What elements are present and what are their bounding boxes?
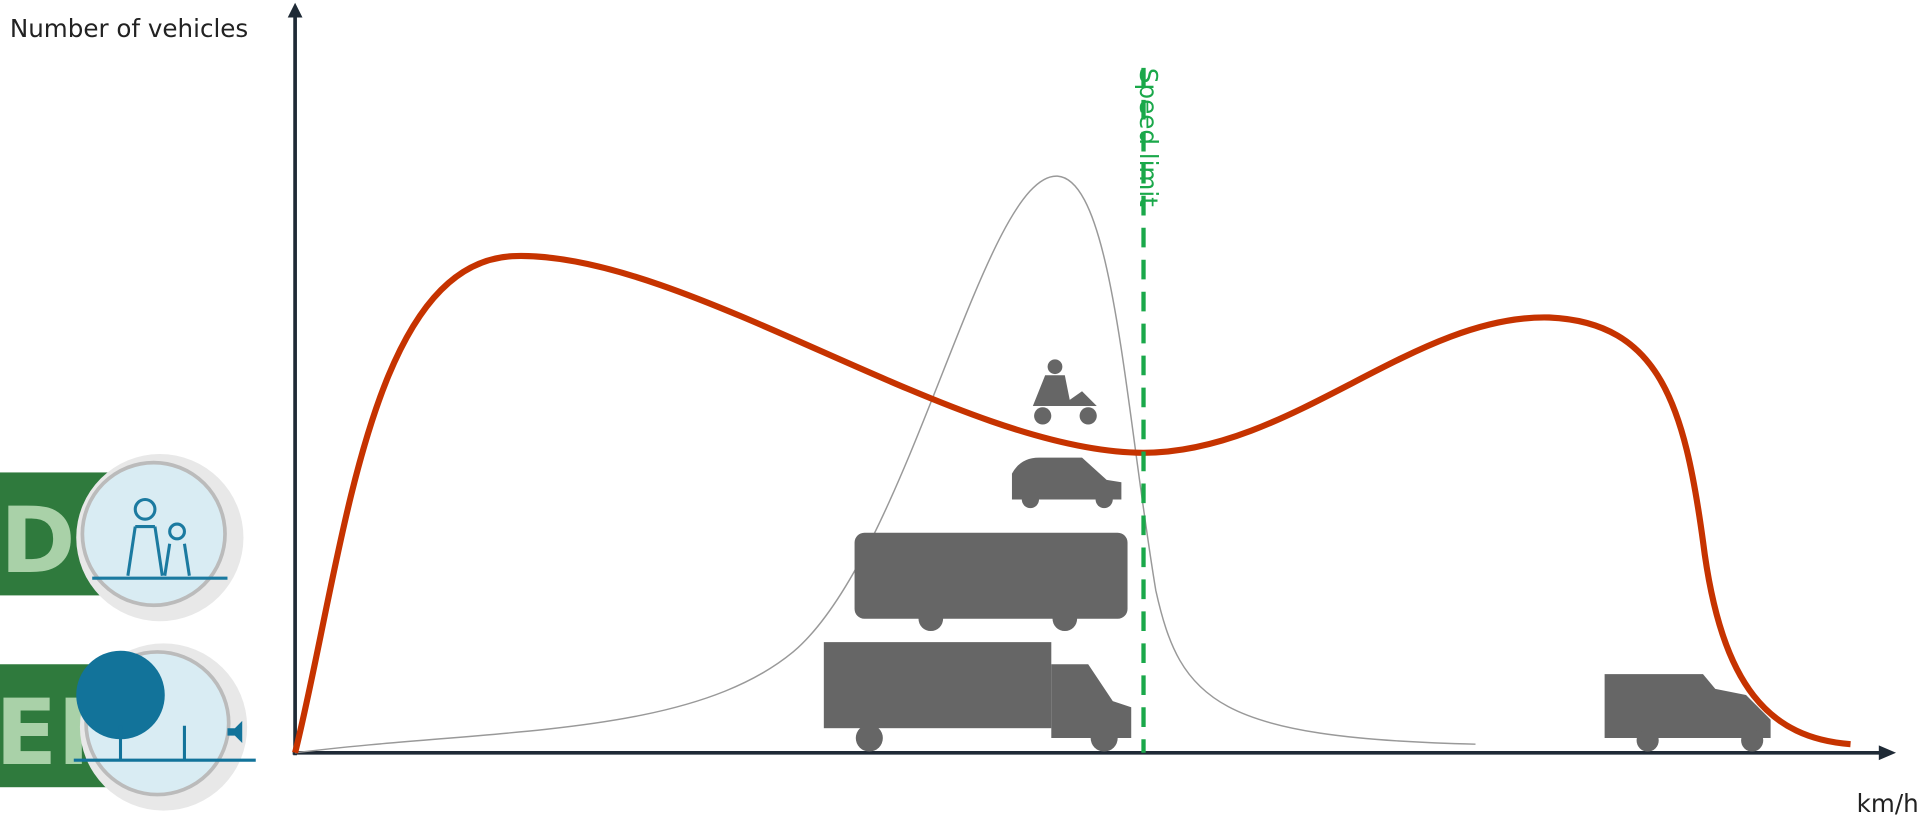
vehicles — [823, 359, 1771, 752]
speed-limit-label: Speed limit — [1134, 68, 1163, 207]
axes — [292, 15, 1882, 756]
side-panel: D — [0, 453, 244, 622]
panel-label: D — [0, 489, 76, 594]
side-panel: ENT — [0, 643, 256, 811]
y-axis-label: Number of vehicles — [10, 14, 248, 43]
distribution-curve — [292, 252, 1851, 754]
x-axis-label: km/h — [1857, 789, 1919, 817]
axis-arrows — [287, 2, 1897, 761]
reference-curve — [295, 175, 1476, 754]
